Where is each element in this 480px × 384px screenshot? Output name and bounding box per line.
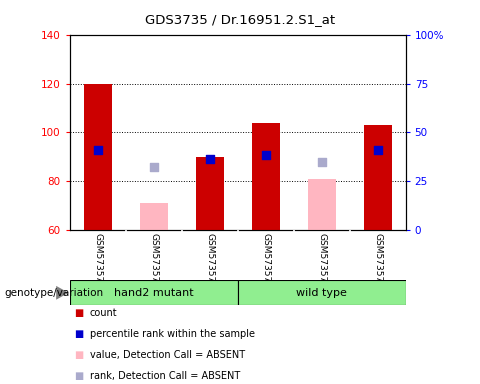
Bar xyxy=(238,280,406,305)
Text: GSM573575: GSM573575 xyxy=(317,233,326,288)
Point xyxy=(318,159,325,165)
Text: rank, Detection Call = ABSENT: rank, Detection Call = ABSENT xyxy=(90,371,240,381)
Point xyxy=(206,156,214,162)
Point xyxy=(150,164,157,170)
Point xyxy=(94,147,101,153)
Text: GSM573574: GSM573574 xyxy=(93,233,102,288)
Text: GSM573576: GSM573576 xyxy=(149,233,158,288)
Text: ■: ■ xyxy=(74,308,84,318)
Text: ■: ■ xyxy=(74,371,84,381)
Text: wild type: wild type xyxy=(296,288,347,298)
Bar xyxy=(70,280,238,305)
Bar xyxy=(140,204,168,230)
Bar xyxy=(308,179,336,230)
Bar xyxy=(84,84,111,230)
Point xyxy=(374,147,382,153)
Text: hand2 mutant: hand2 mutant xyxy=(114,288,193,298)
Text: GSM573577: GSM573577 xyxy=(373,233,382,288)
Text: value, Detection Call = ABSENT: value, Detection Call = ABSENT xyxy=(90,350,245,360)
Bar xyxy=(364,125,392,230)
Text: ■: ■ xyxy=(74,329,84,339)
Bar xyxy=(196,157,224,230)
Text: genotype/variation: genotype/variation xyxy=(5,288,104,298)
Bar xyxy=(252,123,279,230)
Text: count: count xyxy=(90,308,118,318)
Text: GSM573573: GSM573573 xyxy=(261,233,270,288)
Text: ■: ■ xyxy=(74,350,84,360)
Text: GDS3735 / Dr.16951.2.S1_at: GDS3735 / Dr.16951.2.S1_at xyxy=(145,13,335,26)
Point xyxy=(262,151,269,157)
Polygon shape xyxy=(56,286,69,300)
Text: GSM573578: GSM573578 xyxy=(205,233,214,288)
Text: percentile rank within the sample: percentile rank within the sample xyxy=(90,329,255,339)
